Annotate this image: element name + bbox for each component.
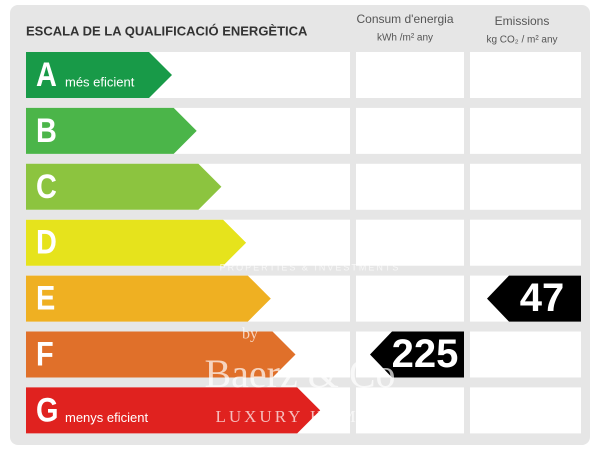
rating-arrow xyxy=(26,107,197,154)
consum-cell xyxy=(356,387,464,434)
watermark-brand: Baerz & Co xyxy=(204,351,395,396)
consum-title: Consum d'energia xyxy=(356,12,453,26)
rating-arrow xyxy=(26,52,172,98)
watermark-by: by xyxy=(242,326,258,343)
emissions-value: 47 xyxy=(520,276,565,320)
rating-arrow xyxy=(26,387,321,434)
rating-letter: C xyxy=(36,167,57,206)
title: ESCALA DE LA QUALIFICACIÓ ENERGÈTICA xyxy=(26,23,308,38)
emissions-unit: kg CO₂ / m² any xyxy=(486,35,557,46)
emissions-cell xyxy=(470,163,581,210)
emissions-cell xyxy=(470,107,581,154)
emissions-marker xyxy=(487,275,581,322)
rating-letter: G xyxy=(36,390,58,429)
emissions-title: Emissions xyxy=(495,14,550,28)
emissions-cell xyxy=(470,52,581,98)
rating-label: més eficient xyxy=(65,74,135,89)
rating-arrow xyxy=(26,163,222,210)
emissions-cell xyxy=(470,331,581,378)
rating-letter: B xyxy=(36,111,57,150)
rating-letter: D xyxy=(36,222,57,261)
consum-cell xyxy=(356,52,464,98)
watermark-tagline: PROPERTIES & INVESTMENTS xyxy=(220,262,401,272)
rating-letter: F xyxy=(36,334,54,373)
rating-arrow xyxy=(26,219,247,266)
consum-cell xyxy=(356,275,464,322)
rating-arrow xyxy=(26,331,296,378)
watermark-sub: LUXURY HOMES xyxy=(215,407,384,426)
consum-cell xyxy=(356,163,464,210)
emissions-cell xyxy=(470,387,581,434)
consum-cell xyxy=(356,107,464,154)
consum-unit: kWh /m² any xyxy=(377,33,433,44)
consum-cell xyxy=(356,219,464,266)
rating-letter: A xyxy=(36,55,57,94)
emissions-cell xyxy=(470,219,581,266)
rating-arrow xyxy=(26,275,271,322)
rating-label: menys eficient xyxy=(65,410,148,425)
consum-value: 225 xyxy=(392,332,459,376)
rating-letter: E xyxy=(36,278,55,317)
consum-marker xyxy=(370,331,464,378)
